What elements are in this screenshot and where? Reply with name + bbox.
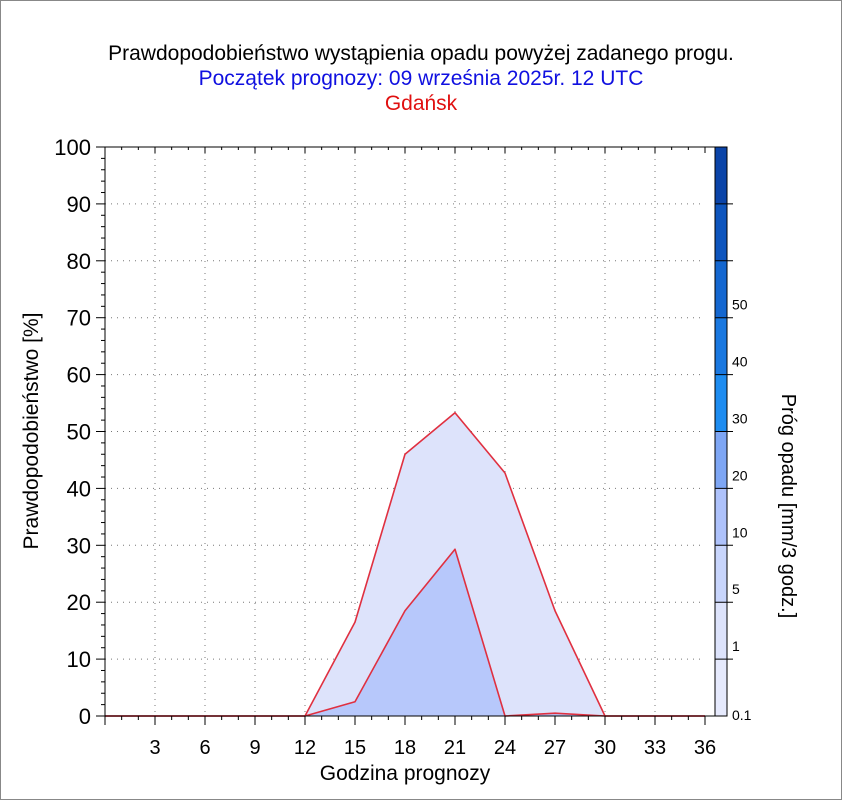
colorbar-segment — [715, 488, 727, 546]
areas — [105, 411, 705, 717]
x-tick-label: 18 — [394, 737, 416, 759]
y-tick-label: 20 — [67, 590, 91, 615]
x-tick-label: 21 — [444, 737, 466, 759]
y-tick-label: 10 — [67, 647, 91, 672]
y-tick-label: 70 — [67, 306, 91, 331]
colorbar: 0.1 1 5 10 20 30 40 50 — [714, 146, 752, 723]
colorbar-label: Próg opadu [mm/3 godz.] — [777, 394, 799, 619]
area-threshold-1 — [105, 549, 705, 716]
y-tick-label: 80 — [67, 249, 91, 274]
colorbar-level-label: 10 — [732, 524, 748, 540]
colorbar-level-label: 0.1 — [732, 707, 752, 723]
x-tick-label: 12 — [294, 737, 316, 759]
x-tick-label: 15 — [344, 737, 366, 759]
colorbar-segment — [715, 147, 727, 204]
chart-title: Prawdopodobieństwo wystąpienia opadu pow… — [108, 42, 734, 65]
colorbar-segment — [715, 374, 727, 432]
x-tick-label: 3 — [149, 737, 160, 759]
colorbar-level-label: 1 — [732, 638, 740, 654]
area-threshold-0.1 — [105, 412, 705, 716]
y-tick-label: 50 — [67, 420, 91, 445]
y-tick-label: 90 — [67, 192, 91, 217]
colorbar-segment — [715, 260, 727, 318]
colorbar-level-label: 50 — [732, 297, 748, 313]
x-tick-label: 9 — [249, 737, 260, 759]
x-axis-label: Godzina prognozy — [320, 762, 491, 785]
colorbar-level-label: 30 — [732, 411, 748, 427]
y-axis-label: Prawdopodobieństwo [%] — [20, 313, 43, 550]
chart-subtitle: Początek prognozy: 09 września 2025r. 12… — [198, 67, 644, 90]
y-tick-label: 0 — [79, 704, 91, 729]
y-tick-label: 100 — [54, 135, 91, 160]
colorbar-level-label: 5 — [732, 581, 740, 597]
x-tick-label: 6 — [199, 737, 210, 759]
colorbar-level-label: 20 — [732, 467, 748, 483]
location-label: Gdańsk — [384, 92, 458, 115]
x-tick-label: 33 — [644, 737, 666, 759]
y-tick-label: 60 — [67, 363, 91, 388]
x-tick-label: 36 — [694, 737, 716, 759]
colorbar-segment — [715, 659, 727, 716]
colorbar-segment — [715, 545, 727, 603]
colorbar-segment — [715, 203, 727, 261]
colorbar-segment — [715, 317, 727, 375]
x-tick-label: 24 — [494, 737, 516, 759]
colorbar-segment — [715, 602, 727, 660]
y-tick-label: 40 — [67, 476, 91, 501]
x-tick-label: 30 — [594, 737, 616, 759]
y-tick-label: 30 — [67, 533, 91, 558]
colorbar-level-label: 40 — [732, 354, 748, 370]
x-tick-label: 27 — [544, 737, 566, 759]
colorbar-segment — [715, 431, 727, 489]
